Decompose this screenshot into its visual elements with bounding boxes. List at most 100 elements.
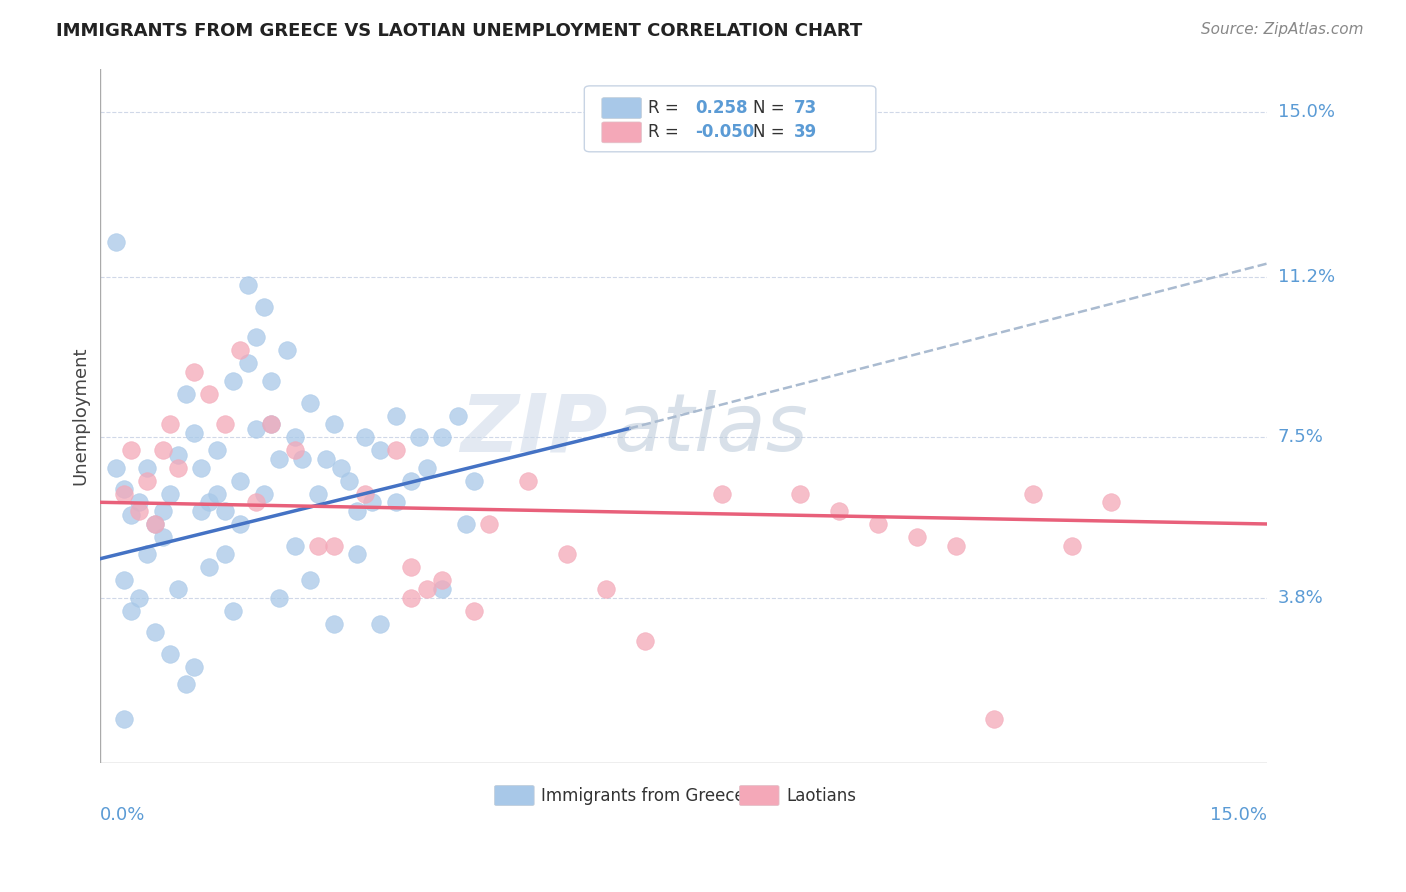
Point (454, 516, 477, 531)
Point (183, 365, 205, 379)
Point (245, 495, 267, 509)
Point (120, 604, 142, 618)
Point (152, 530, 174, 544)
Point (221, 604, 243, 618)
Point (136, 474, 159, 488)
Text: N =: N = (754, 99, 785, 117)
Point (291, 451, 314, 466)
Point (269, 591, 291, 605)
Point (322, 539, 344, 553)
Point (120, 508, 142, 523)
Point (368, 443, 391, 458)
Point (229, 516, 252, 531)
Point (174, 387, 197, 401)
Point (330, 460, 353, 475)
Point (284, 539, 307, 553)
Point (245, 330, 267, 344)
Text: Source: ZipAtlas.com: Source: ZipAtlas.com (1201, 22, 1364, 37)
Point (183, 660, 205, 674)
Point (307, 539, 329, 553)
Point (229, 474, 252, 488)
Point (252, 300, 274, 314)
Point (252, 486, 274, 500)
Point (284, 430, 307, 444)
Point (401, 474, 423, 488)
Point (260, 374, 283, 388)
Point (167, 448, 190, 462)
Point (447, 409, 470, 423)
Point (384, 443, 406, 458)
Point (112, 574, 135, 588)
Point (198, 387, 221, 401)
Point (198, 495, 221, 509)
Point (214, 504, 236, 518)
Point (143, 516, 166, 531)
Point (190, 504, 212, 518)
Text: 15.0%: 15.0% (1209, 806, 1267, 824)
Text: 39: 39 (794, 123, 817, 141)
Point (143, 516, 166, 531)
Point (432, 574, 454, 588)
Point (828, 504, 851, 518)
Point (159, 417, 181, 432)
Text: N =: N = (754, 123, 785, 141)
Point (384, 495, 406, 509)
Point (337, 474, 360, 488)
Point (104, 460, 127, 475)
Point (353, 486, 375, 500)
Point (368, 616, 391, 631)
Point (120, 443, 142, 458)
Y-axis label: Unemployment: Unemployment (72, 346, 89, 484)
Point (214, 417, 236, 432)
Point (416, 582, 439, 596)
Point (229, 343, 252, 358)
Point (555, 547, 578, 561)
Point (478, 516, 501, 531)
Point (322, 616, 344, 631)
Text: R =: R = (648, 99, 679, 117)
Point (516, 474, 538, 488)
Point (260, 417, 283, 432)
Point (432, 430, 454, 444)
Point (463, 474, 485, 488)
Point (1062, 539, 1084, 553)
Point (236, 278, 259, 293)
Point (221, 374, 243, 388)
Point (205, 443, 228, 458)
FancyBboxPatch shape (495, 786, 534, 805)
Point (128, 504, 150, 518)
Point (408, 430, 430, 444)
Text: 7.5%: 7.5% (1278, 428, 1323, 446)
Point (284, 443, 307, 458)
Text: ZIP: ZIP (460, 391, 607, 468)
FancyBboxPatch shape (602, 97, 641, 119)
Text: Immigrants from Greece: Immigrants from Greece (541, 787, 745, 805)
Point (136, 460, 159, 475)
Point (112, 483, 135, 497)
Point (711, 486, 734, 500)
Point (276, 343, 298, 358)
Point (384, 409, 406, 423)
Point (152, 504, 174, 518)
Text: atlas: atlas (613, 391, 808, 468)
FancyBboxPatch shape (740, 786, 779, 805)
Text: IMMIGRANTS FROM GREECE VS LAOTIAN UNEMPLOYMENT CORRELATION CHART: IMMIGRANTS FROM GREECE VS LAOTIAN UNEMPL… (56, 22, 862, 40)
Text: 15.0%: 15.0% (1278, 103, 1334, 121)
Point (463, 604, 485, 618)
Text: 3.8%: 3.8% (1278, 589, 1323, 607)
Point (190, 460, 212, 475)
Point (159, 647, 181, 661)
Point (299, 574, 322, 588)
Point (159, 486, 181, 500)
Point (269, 451, 291, 466)
Point (401, 591, 423, 605)
Point (143, 625, 166, 640)
Point (198, 560, 221, 574)
Point (633, 634, 655, 648)
Point (104, 235, 127, 249)
FancyBboxPatch shape (585, 86, 876, 152)
Text: 0.0%: 0.0% (100, 806, 146, 824)
Point (245, 421, 267, 435)
Point (260, 417, 283, 432)
Point (167, 460, 190, 475)
